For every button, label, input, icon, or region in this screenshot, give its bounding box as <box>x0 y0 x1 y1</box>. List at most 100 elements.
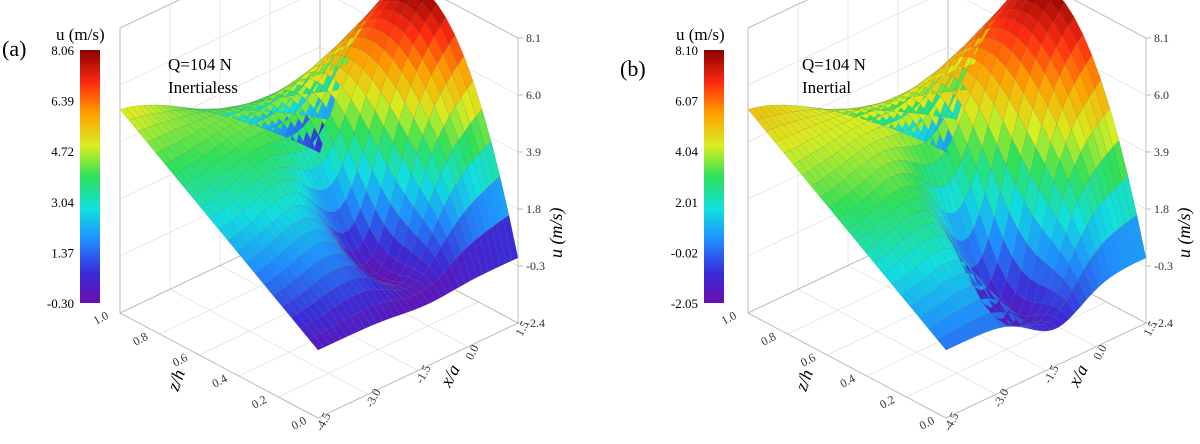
surface-cell <box>448 34 465 66</box>
colorbar-tick-label: -0.30 <box>47 296 74 311</box>
surface-cell <box>1130 214 1147 262</box>
z-tick-label: -0.3 <box>1154 259 1173 273</box>
z-tick-label: 1.8 <box>1154 202 1169 216</box>
chart-panel-a: (a) u (m/s) 8.06 6.39 4.72 3.04 1.37 -0.30 8.… <box>2 0 567 433</box>
colorbar-tick-label: 2.01 <box>675 195 698 210</box>
z-tick-label: 8.1 <box>1154 31 1169 45</box>
surface-plot-b: (b) u (m/s) 8.10 6.07 4.04 2.01 -0.02 -2.05 8… <box>620 0 1195 433</box>
surface-a <box>119 0 519 351</box>
surface-cell <box>376 0 382 4</box>
z-axis-label-a: u (m/s) <box>546 208 567 259</box>
y-tick-label: 1.0 <box>719 308 739 327</box>
colorbar-tick-label: 3.04 <box>51 195 74 210</box>
annotation-case-a: Inertialess <box>168 78 238 97</box>
x-tick-label: -4.5 <box>940 410 961 433</box>
y-tick-label: 0.6 <box>798 350 818 369</box>
y-tick-label: 0.2 <box>249 392 269 411</box>
colorbar-a <box>80 50 100 303</box>
panel-letter-a: (a) <box>2 36 26 61</box>
colorbar-tick-label: -0.02 <box>671 245 698 260</box>
surface-cell <box>1034 0 1051 13</box>
x-axis-label-b: x/a <box>1063 361 1091 391</box>
z-tick-label: -2.4 <box>1154 316 1173 330</box>
z-tick-label: -2.4 <box>526 316 545 330</box>
x-tick-label: 0.0 <box>1090 342 1109 362</box>
surface-cell <box>484 140 501 182</box>
z-tick-label: 6.0 <box>526 88 541 102</box>
surface-cell <box>1058 2 1075 27</box>
colorbar-tick-label: 4.04 <box>675 144 698 159</box>
colorbar-tick-label: 6.07 <box>675 94 698 109</box>
surface-cell <box>1076 33 1093 65</box>
surface-cell <box>421 0 438 14</box>
x-tick-label: -3.0 <box>362 386 383 409</box>
surface-cell <box>1016 0 1027 2</box>
chart-panel-b: (b) u (m/s) 8.10 6.07 4.04 2.01 -0.02 -2.05 8… <box>600 0 1200 444</box>
annotation-q-a: Q=104 N <box>168 55 232 74</box>
surface-cell <box>502 214 519 261</box>
colorbar-label-b: u (m/s) <box>676 25 725 44</box>
surface-cell <box>1067 16 1084 44</box>
surface-cell <box>1047 0 1052 3</box>
colorbar-ticks-a: 8.06 6.39 4.72 3.04 1.37 -0.30 <box>47 43 75 311</box>
surface-cell <box>417 0 425 4</box>
colorbar-label-a: u (m/s) <box>56 25 105 44</box>
annotation-case-b: Inertial <box>802 78 851 97</box>
surface-cell <box>388 0 400 2</box>
axis-ticks-b: 8.1 6.0 3.9 1.8 -0.3 -2.4 1.0 0.8 0.6 0.4 0.2 0.0 1.… <box>719 31 1173 433</box>
x-tick-label: -1.5 <box>412 363 433 386</box>
y-tick-label: 1.0 <box>91 308 111 327</box>
y-tick-label: 0.8 <box>758 329 778 348</box>
colorbar-tick-label: 1.37 <box>51 245 74 260</box>
colorbar-tick-label: 8.06 <box>51 43 74 58</box>
y-tick-label: 0.4 <box>838 371 858 390</box>
surface-cell <box>1094 79 1111 117</box>
surface-cell <box>493 175 510 220</box>
x-tick-label: 1.5 <box>1140 319 1159 339</box>
surface-cell <box>457 55 474 90</box>
surface-cell <box>1004 0 1009 3</box>
surface-cell <box>1085 54 1102 89</box>
x-tick-label: -4.5 <box>312 410 333 433</box>
y-tick-label: 0.4 <box>210 371 230 390</box>
x-axis-label-a: x/a <box>435 361 463 391</box>
surface-cell <box>475 108 492 148</box>
y-axis-label-b: z/h <box>791 367 817 395</box>
z-tick-label: 1.8 <box>526 202 541 216</box>
axis-ticks-a: 8.1 6.0 3.9 1.8 -0.3 -2.4 1.0 0.8 0.6 0.4 0.2 0.0 1.… <box>91 31 545 433</box>
surface-plot-a: (a) u (m/s) 8.06 6.39 4.72 3.04 1.37 -0.30 8.… <box>2 0 567 433</box>
surface-cell <box>439 17 456 45</box>
surface-cell <box>1025 0 1039 5</box>
z-tick-label: 3.9 <box>526 145 541 159</box>
x-tick-label: -3.0 <box>990 386 1011 409</box>
y-tick-label: 0.0 <box>289 413 309 432</box>
y-axis-label-a: z/h <box>163 367 189 395</box>
y-tick-label: 0.0 <box>917 413 937 432</box>
surface-b <box>747 0 1147 351</box>
z-tick-label: 3.9 <box>1154 145 1169 159</box>
y-tick-label: 0.8 <box>130 329 150 348</box>
surface-cell <box>1007 0 1018 4</box>
surface-cell <box>1049 0 1066 13</box>
colorbar-tick-label: 6.39 <box>51 94 74 109</box>
z-axis-label-b: u (m/s) <box>1174 208 1195 259</box>
z-tick-label: 8.1 <box>526 31 541 45</box>
colorbar-tick-label: -2.05 <box>671 296 698 311</box>
x-tick-label: 1.5 <box>512 319 531 339</box>
x-tick-label: -1.5 <box>1040 363 1061 386</box>
surface-cell <box>466 80 483 117</box>
panel-letter-b: (b) <box>620 56 646 81</box>
y-tick-label: 0.6 <box>170 350 190 369</box>
colorbar-b <box>704 50 724 303</box>
colorbar-ticks-b: 8.10 6.07 4.04 2.01 -0.02 -2.05 <box>671 43 699 311</box>
z-tick-label: 6.0 <box>1154 88 1169 102</box>
surface-cell <box>430 3 447 28</box>
surface-cell <box>406 0 423 13</box>
y-tick-label: 0.2 <box>877 392 897 411</box>
colorbar-tick-label: 8.10 <box>675 43 698 58</box>
surface-cell <box>379 0 391 5</box>
annotation-q-b: Q=104 N <box>802 55 866 74</box>
x-tick-label: 0.0 <box>462 342 481 362</box>
colorbar-tick-label: 4.72 <box>51 144 74 159</box>
surface-cell <box>397 0 411 6</box>
